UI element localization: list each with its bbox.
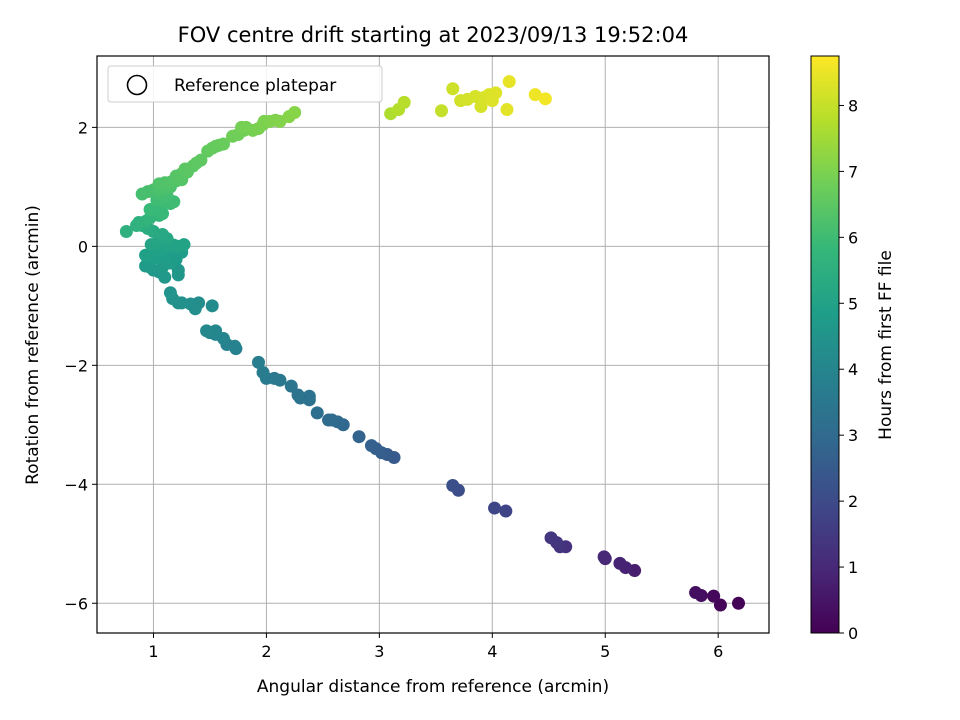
data-point xyxy=(119,224,133,238)
data-point xyxy=(446,82,460,96)
data-point xyxy=(500,103,514,117)
data-point xyxy=(205,299,219,313)
scatter-points xyxy=(119,75,746,612)
data-point xyxy=(288,106,302,120)
colorbar-tick-label: 2 xyxy=(848,492,858,511)
data-point xyxy=(538,92,552,106)
data-point xyxy=(597,550,611,564)
data-point xyxy=(352,430,366,444)
colorbar-tick-label: 0 xyxy=(848,624,858,643)
data-point xyxy=(499,504,513,518)
colorbar-tick-label: 6 xyxy=(848,228,858,247)
colorbar-tick-label: 5 xyxy=(848,294,858,313)
y-tick-label: −2 xyxy=(64,356,88,375)
colorbar: 0 1 2 3 4 5 6 7 8 Hours from first FF file xyxy=(810,55,896,643)
data-point xyxy=(139,248,153,262)
data-point xyxy=(216,137,230,151)
x-tick-label: 1 xyxy=(148,642,158,661)
y-tick-label: −6 xyxy=(64,594,88,613)
data-point xyxy=(200,324,214,338)
data-point xyxy=(364,439,378,453)
data-point xyxy=(544,531,558,545)
data-point xyxy=(291,388,305,402)
data-point xyxy=(194,153,208,167)
data-point xyxy=(177,238,191,252)
y-tick-label: −4 xyxy=(64,475,88,494)
colorbar-tick-label: 7 xyxy=(848,162,858,181)
colorbar-tick-label: 4 xyxy=(848,360,858,379)
legend-box xyxy=(107,65,383,103)
legend-entry-reference: Reference platepar xyxy=(174,76,336,96)
data-point xyxy=(143,202,157,216)
y-tick-label: 0 xyxy=(78,237,88,256)
x-tick-label: 2 xyxy=(261,642,271,661)
data-point xyxy=(528,88,542,102)
data-point xyxy=(163,286,177,300)
colorbar-label: Hours from first FF file xyxy=(876,250,896,440)
colorbar-gradient xyxy=(810,55,840,634)
data-point xyxy=(446,478,460,492)
data-point xyxy=(322,413,336,427)
x-tick-label: 6 xyxy=(713,642,723,661)
data-point xyxy=(434,104,448,118)
data-point xyxy=(689,586,703,600)
colorbar-tick-label: 1 xyxy=(848,558,858,577)
x-tick-label: 4 xyxy=(487,642,497,661)
data-point xyxy=(707,589,721,603)
data-point xyxy=(397,95,411,109)
x-axis-label: Angular distance from reference (arcmin) xyxy=(257,677,609,697)
legend: Reference platepar xyxy=(107,65,383,103)
plot-frame xyxy=(96,55,770,634)
chart-title: FOV centre drift starting at 2023/09/13 … xyxy=(178,23,689,47)
data-point xyxy=(252,355,266,369)
colorbar-tick-label: 3 xyxy=(848,426,858,445)
data-point xyxy=(256,365,270,379)
colorbar-ticks: 0 1 2 3 4 5 6 7 8 xyxy=(839,96,858,643)
data-point xyxy=(489,86,503,100)
gridlines xyxy=(97,56,769,633)
data-point xyxy=(284,379,298,393)
x-tick-label: 5 xyxy=(600,642,610,661)
y-axis-label: Rotation from reference (arcmin) xyxy=(23,205,43,485)
y-tick-label: 2 xyxy=(78,118,88,137)
x-tick-label: 3 xyxy=(374,642,384,661)
legend-marker-icon xyxy=(126,74,148,96)
data-point xyxy=(732,596,746,610)
data-point xyxy=(502,75,516,89)
y-axis-ticks: −6 −4 −2 0 2 xyxy=(64,118,97,613)
data-point xyxy=(488,501,502,515)
data-point xyxy=(310,406,324,420)
data-point xyxy=(713,598,727,612)
data-point xyxy=(156,207,170,221)
colorbar-tick-label: 8 xyxy=(848,96,858,115)
data-point xyxy=(613,556,627,570)
x-axis-ticks: 1 2 3 4 5 6 xyxy=(148,633,723,661)
